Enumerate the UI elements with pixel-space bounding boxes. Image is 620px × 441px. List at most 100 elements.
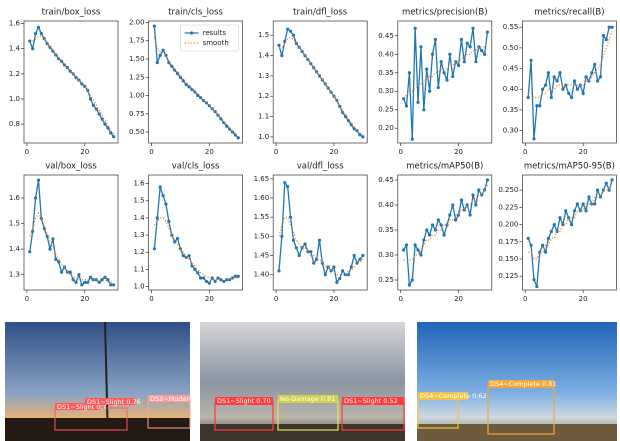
data-point	[36, 25, 41, 29]
data-point	[225, 124, 229, 128]
y-tick-label: 0.35	[378, 69, 394, 77]
data-point	[349, 265, 353, 269]
x-tick-label: 0	[398, 148, 402, 156]
data-point	[80, 283, 84, 287]
y-tick-label: 1.2	[133, 248, 144, 256]
smooth-line	[403, 42, 488, 100]
data-point	[109, 283, 113, 287]
data-point	[552, 222, 556, 227]
data-point	[558, 71, 562, 75]
data-point	[33, 196, 38, 200]
data-point	[204, 101, 209, 105]
data-point	[436, 85, 440, 90]
data-point	[196, 271, 200, 275]
data-point	[601, 33, 605, 38]
data-point	[71, 278, 75, 282]
data-point	[332, 94, 336, 98]
data-point	[564, 209, 568, 213]
legend-label: smooth	[203, 39, 229, 47]
data-point	[181, 79, 185, 83]
smooth-line	[153, 217, 239, 281]
data-point	[569, 95, 574, 100]
x-tick-label: 0	[149, 295, 153, 303]
data-point	[222, 120, 226, 125]
data-point	[558, 216, 562, 220]
x-tick-label: 20	[454, 148, 463, 156]
data-point	[428, 89, 432, 93]
data-point	[538, 250, 542, 254]
data-point	[529, 243, 533, 247]
x-tick-label: 0	[398, 295, 402, 303]
data-point	[230, 130, 235, 134]
data-point	[604, 38, 608, 42]
y-tick-label: 1.5	[9, 220, 20, 228]
y-tick-label: 0.250	[498, 186, 518, 194]
y-tick-label: 1.0	[9, 95, 20, 103]
x-tick-label: 0	[274, 148, 278, 156]
data-point	[532, 278, 536, 282]
detection-tag	[148, 395, 190, 402]
data-point	[454, 218, 458, 222]
x-tick-label: 0	[149, 148, 153, 156]
data-point	[312, 261, 316, 265]
data-point	[167, 219, 171, 223]
data-point	[477, 45, 481, 49]
data-point	[433, 228, 437, 232]
data-point	[31, 47, 35, 51]
data-point	[309, 250, 313, 254]
detection-label: DS4~Complete 0.81	[490, 380, 557, 388]
data-point	[598, 75, 603, 79]
data-point	[158, 53, 162, 57]
data-point	[280, 53, 284, 58]
data-point	[338, 276, 342, 281]
x-tick-label: 20	[205, 148, 214, 156]
data-point	[526, 95, 530, 100]
data-point	[590, 71, 594, 75]
data-point	[233, 133, 237, 137]
data-point	[349, 123, 353, 127]
y-tick-label: 1.6	[9, 20, 21, 28]
data-point	[593, 62, 597, 67]
x-tick-label: 0	[25, 295, 29, 303]
data-point	[106, 126, 110, 130]
y-tick-label: 1.50	[129, 55, 145, 63]
data-point	[555, 79, 559, 83]
smooth-line	[528, 31, 613, 99]
data-point	[227, 278, 232, 282]
data-point	[323, 82, 327, 86]
plot-frame	[23, 20, 119, 144]
detection-label: DS1~Slight 0.7	[57, 403, 107, 411]
data-point	[462, 60, 466, 64]
data-point	[280, 234, 284, 238]
data-point	[471, 193, 475, 197]
y-tick-label: 1.65	[254, 175, 270, 183]
data-point	[485, 178, 490, 182]
detection-tag	[278, 395, 338, 403]
x-tick-label: 0	[25, 148, 29, 156]
y-tick-label: 0.40	[503, 85, 519, 93]
smooth-line	[29, 35, 115, 135]
data-point	[471, 26, 475, 30]
data-point	[175, 236, 180, 241]
data-point	[225, 278, 229, 282]
data-point	[45, 42, 49, 46]
data-point	[352, 127, 356, 131]
data-point	[54, 53, 58, 57]
y-tick-label: 1.1	[258, 113, 269, 121]
data-point	[222, 279, 226, 284]
detection-tag	[342, 397, 404, 405]
data-point	[448, 213, 452, 217]
data-point	[207, 281, 211, 285]
data-point	[425, 67, 429, 71]
y-tick-label: 1.4	[9, 245, 21, 253]
y-tick-label: 0.25	[378, 106, 394, 114]
data-point	[567, 91, 571, 95]
data-point	[106, 278, 110, 282]
data-point	[413, 243, 417, 247]
data-point	[54, 257, 58, 261]
ground	[417, 424, 617, 441]
data-point	[317, 238, 322, 242]
y-tick-label: 0.25	[378, 276, 394, 284]
data-point	[581, 91, 585, 95]
data-point	[416, 100, 420, 104]
